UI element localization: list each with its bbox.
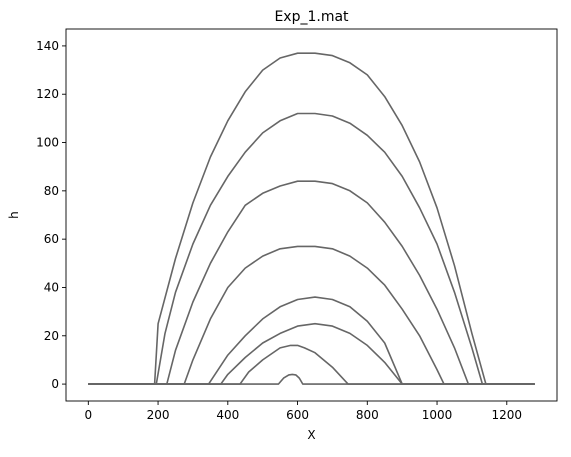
x-tick-label: 200 bbox=[147, 408, 170, 422]
x-tick-label: 1200 bbox=[492, 408, 523, 422]
y-tick-label: 60 bbox=[44, 232, 59, 246]
x-tick-label: 600 bbox=[286, 408, 309, 422]
profile-line-4 bbox=[88, 245, 535, 385]
profile-line-3 bbox=[88, 180, 535, 385]
y-tick-label: 120 bbox=[36, 87, 59, 101]
series-layer bbox=[88, 52, 535, 385]
x-tick-label: 800 bbox=[356, 408, 379, 422]
y-tick-label: 0 bbox=[51, 377, 59, 391]
y-axis-label: h bbox=[7, 211, 21, 219]
x-tick-label: 400 bbox=[216, 408, 239, 422]
profile-line-1 bbox=[88, 52, 535, 385]
y-tick-label: 40 bbox=[44, 280, 59, 294]
x-tick-label: 0 bbox=[84, 408, 92, 422]
x-tick-label: 1000 bbox=[422, 408, 453, 422]
y-tick-label: 100 bbox=[36, 136, 59, 150]
profile-line-8 bbox=[88, 373, 535, 385]
x-axis-label: X bbox=[307, 428, 315, 442]
chart-title: Exp_1.mat bbox=[274, 9, 349, 25]
y-tick-label: 140 bbox=[36, 39, 59, 53]
tick-layer: 0 200 400 600 800 1000 1200 0 20 40 60 80 100 120 140 bbox=[36, 39, 522, 422]
profile-line-6 bbox=[88, 322, 535, 385]
profile-line-5 bbox=[88, 296, 535, 385]
axes-frame bbox=[65, 28, 558, 402]
profile-line-2 bbox=[88, 112, 535, 385]
y-tick-label: 80 bbox=[44, 184, 59, 198]
profile-line-7 bbox=[88, 344, 535, 385]
y-tick-label: 20 bbox=[44, 329, 59, 343]
